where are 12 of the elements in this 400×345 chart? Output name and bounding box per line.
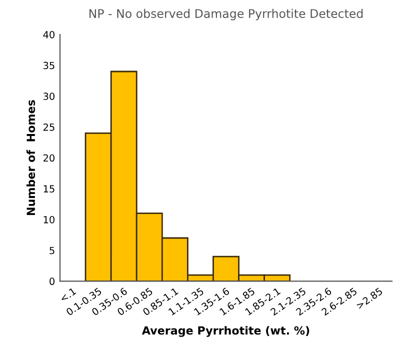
x-axis-title: Average Pyrrhotite (wt. %) — [142, 326, 310, 337]
chart-title: NP - No observed Damage Pyrrhotite Detected — [89, 8, 363, 20]
y-tick-label: 10 — [44, 216, 54, 224]
y-tick-label: 35 — [44, 62, 54, 70]
y-tick-label: 30 — [44, 92, 54, 100]
y-tick-label: 15 — [44, 185, 54, 193]
y-tick-label: 0 — [50, 278, 54, 286]
y-tick-label: 25 — [43, 123, 54, 131]
y-tick-label: 5 — [50, 246, 54, 254]
y-axis-title: Number of Homes — [26, 100, 36, 216]
y-tick-label: 20 — [43, 154, 54, 162]
y-tick-label: 40 — [43, 30, 54, 38]
